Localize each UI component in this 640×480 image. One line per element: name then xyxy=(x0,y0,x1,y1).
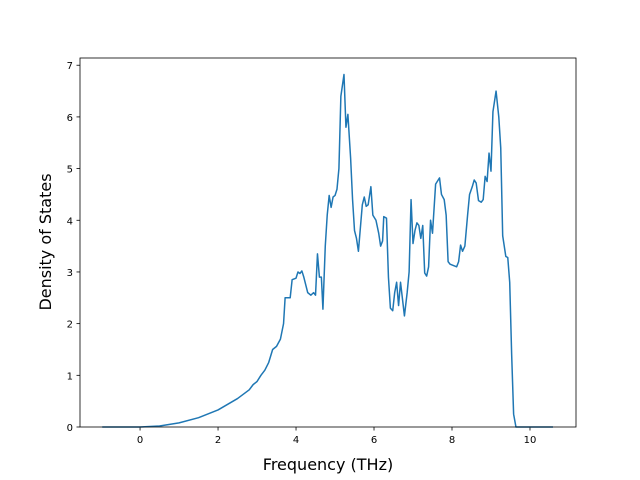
x-tick-label: 6 xyxy=(371,435,377,446)
data-line xyxy=(102,73,553,428)
x-tick-label: 2 xyxy=(215,435,221,446)
y-tick-label: 6 xyxy=(67,113,73,124)
x-tick-label: 8 xyxy=(449,435,455,446)
y-tick-label: 3 xyxy=(67,268,73,279)
x-axis-label: Frequency (THz) xyxy=(263,455,393,474)
x-tick-label: 4 xyxy=(293,435,299,446)
y-axis-label: Density of States xyxy=(36,173,55,310)
y-tick-label: 7 xyxy=(67,61,73,72)
y-tick-label: 4 xyxy=(67,216,73,227)
x-tick-label: 0 xyxy=(137,435,143,446)
y-tick-label: 1 xyxy=(67,371,73,382)
plot-frame xyxy=(79,57,577,428)
x-tick-label: 10 xyxy=(524,435,537,446)
y-tick-label: 0 xyxy=(67,423,73,434)
y-tick-label: 2 xyxy=(67,320,73,331)
y-tick-label: 5 xyxy=(67,165,73,176)
